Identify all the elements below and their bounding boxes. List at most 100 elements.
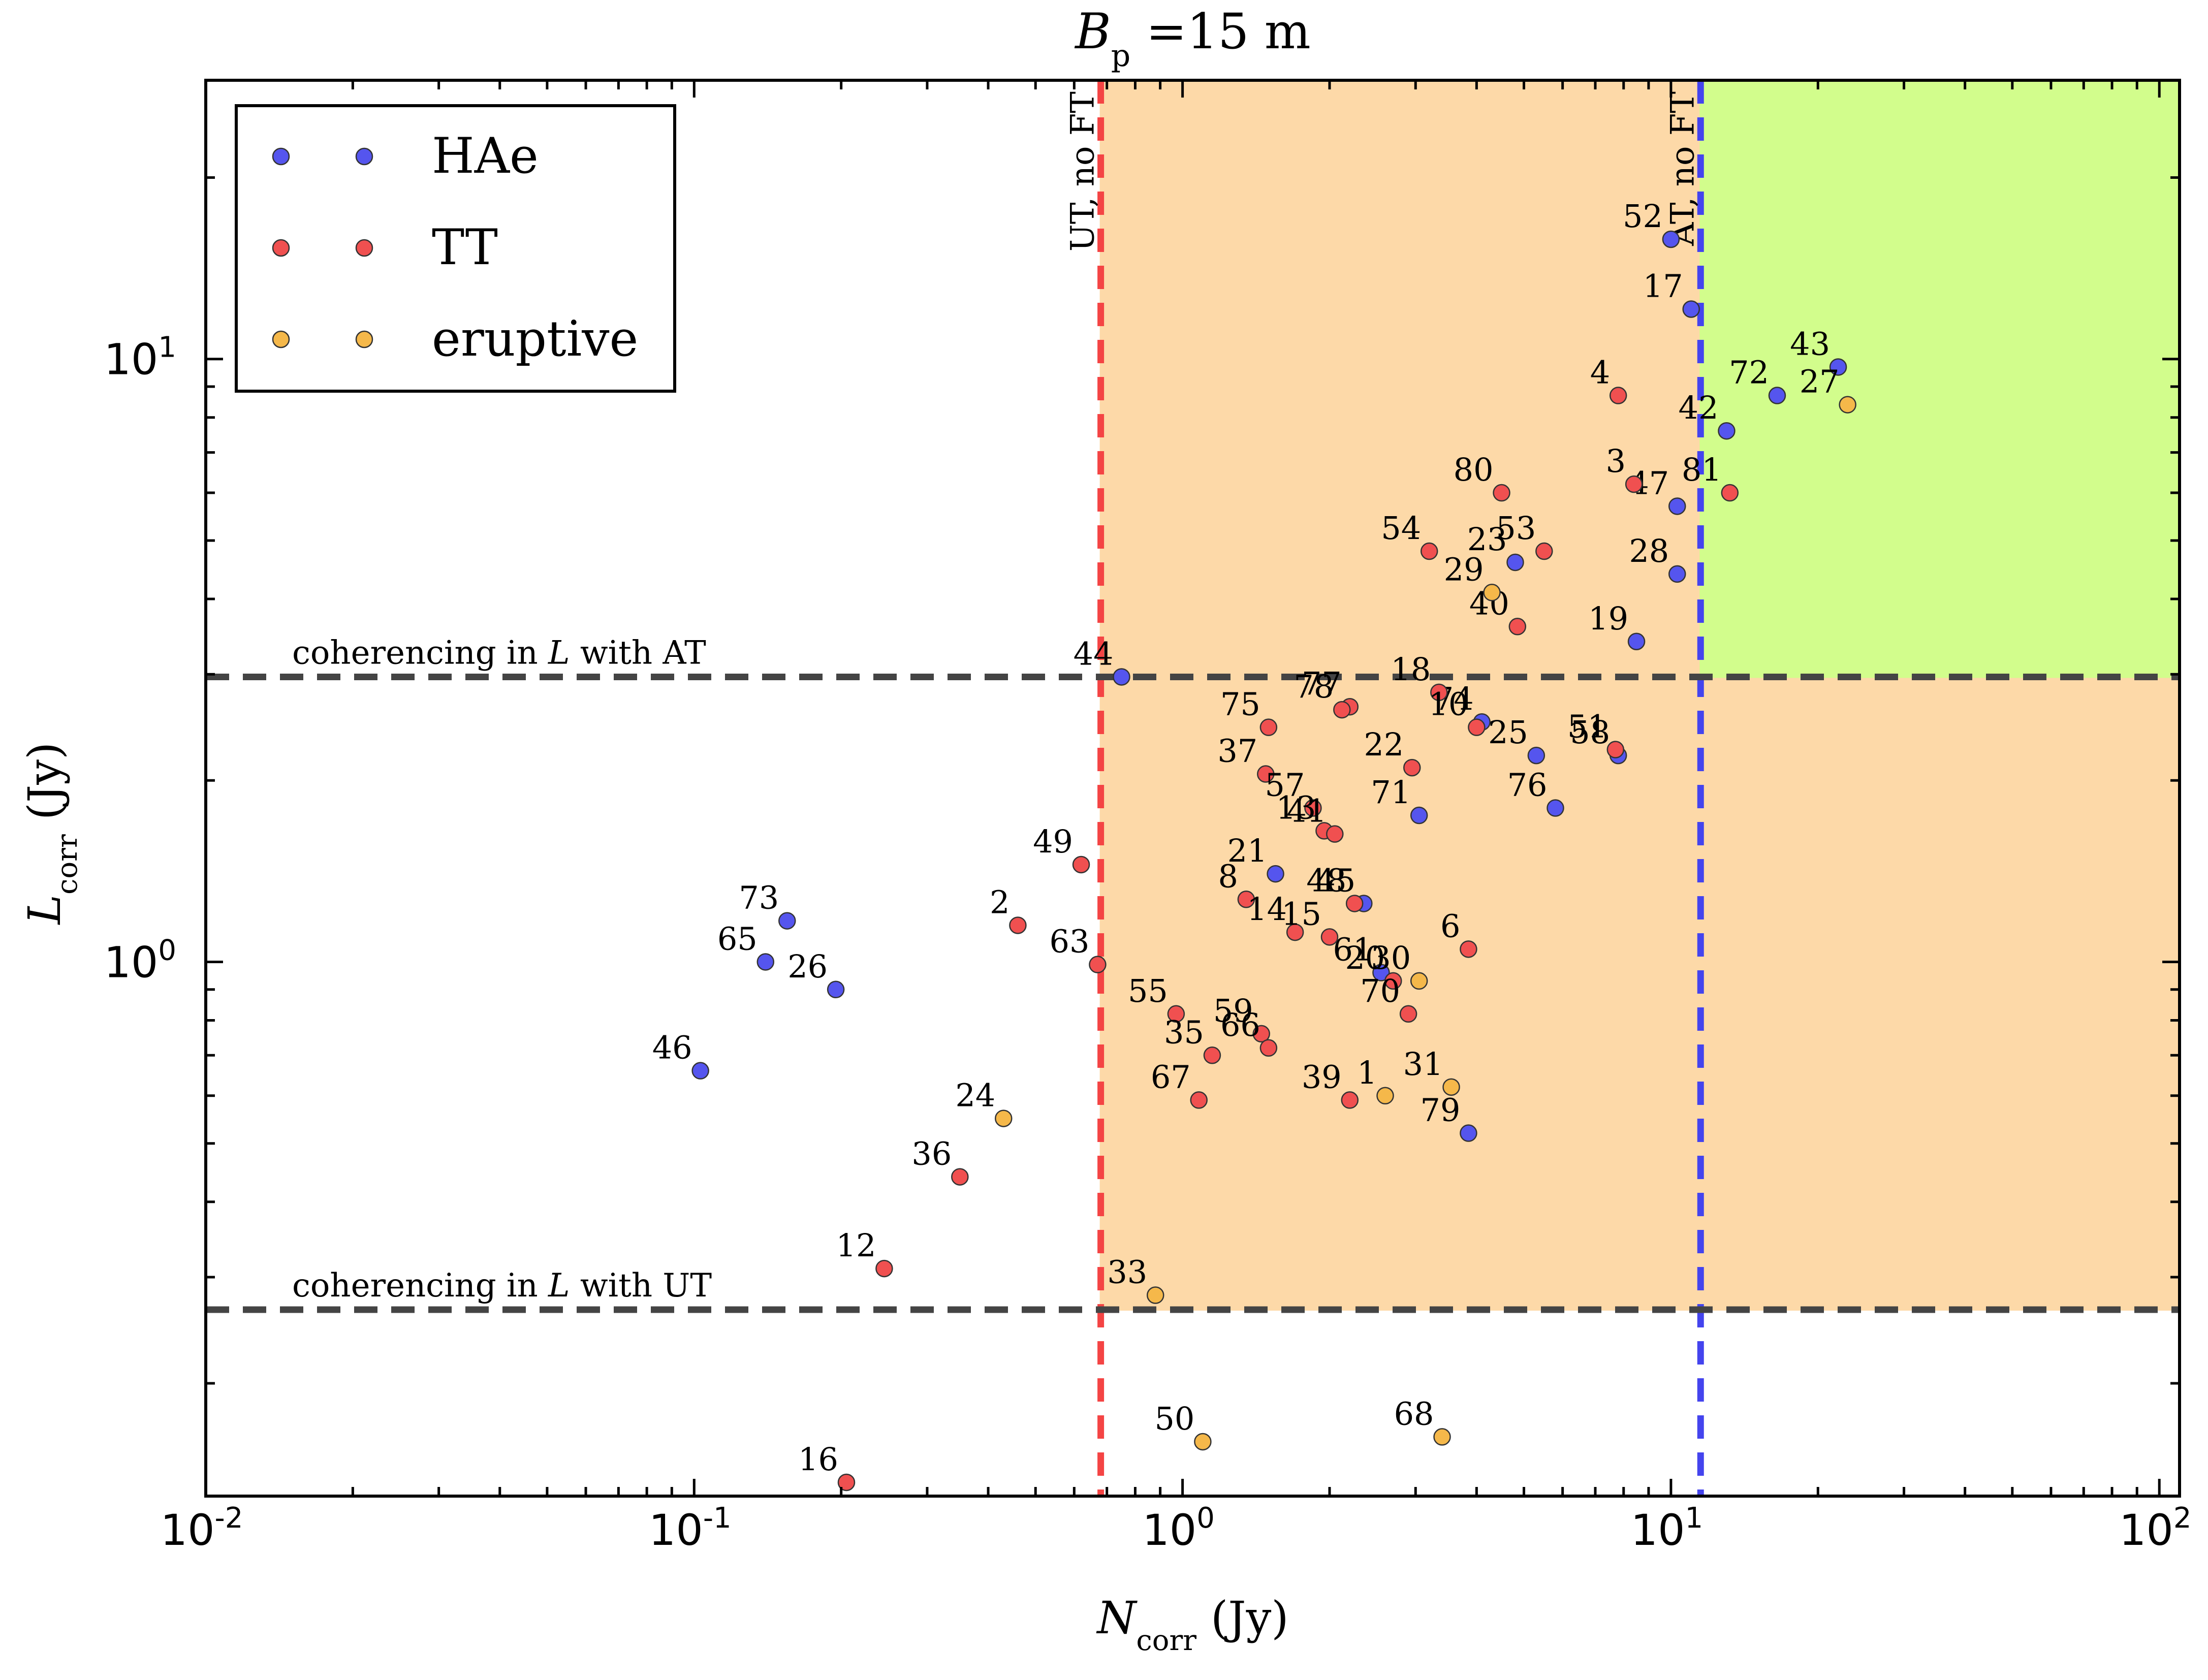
data-point-marker	[1113, 668, 1130, 686]
legend-marker	[355, 147, 373, 166]
chart-title: Bp =15 m	[1074, 3, 1311, 74]
data-point-marker	[1829, 358, 1847, 376]
data-point-marker	[1506, 553, 1524, 572]
data-point-marker	[1609, 387, 1627, 404]
data-point-marker	[1146, 1286, 1164, 1304]
data-point-label: 45	[1315, 862, 1355, 899]
data-point-marker	[1304, 799, 1322, 817]
data-point-label: 12	[836, 1227, 876, 1264]
data-point-55: 55	[1128, 972, 1185, 1023]
data-point-label: 35	[1164, 1013, 1204, 1051]
data-point-3: 3	[1606, 442, 1643, 493]
data-point-51: 51	[1567, 708, 1625, 758]
data-point-label: 33	[1107, 1254, 1147, 1291]
data-point-73: 73	[739, 879, 796, 930]
data-point-label: 28	[1629, 532, 1669, 569]
reference-line-label: coherencing in L with UT	[292, 1267, 712, 1305]
data-point-label: 41	[1286, 793, 1327, 830]
data-point-label: 20	[1345, 939, 1385, 976]
data-point-marker	[1252, 1025, 1270, 1043]
data-point-label: 75	[1220, 686, 1260, 723]
data-point-label: 78	[1294, 668, 1334, 705]
data-point-label: 24	[955, 1077, 995, 1114]
data-point-marker	[1682, 300, 1700, 318]
data-point-26: 26	[787, 948, 845, 999]
data-point-label: 8	[1218, 858, 1238, 895]
data-point-10: 10	[1428, 686, 1486, 736]
data-point-27: 27	[1800, 363, 1856, 414]
data-point-68: 68	[1394, 1395, 1451, 1446]
data-point-33: 33	[1107, 1254, 1164, 1304]
legend-marker	[272, 239, 290, 257]
data-point-marker	[1668, 497, 1686, 515]
data-point-label: 30	[1371, 939, 1411, 976]
data-point-42: 42	[1679, 389, 1736, 440]
reference-line-label: AT, no FT	[1664, 91, 1701, 246]
x-tick-label: 101	[1631, 1502, 1704, 1555]
reference-line-label: coherencing in L with AT	[292, 634, 706, 672]
data-point-marker	[1403, 758, 1421, 777]
data-point-marker	[756, 953, 775, 971]
data-point-label: 37	[1217, 733, 1257, 770]
legend-items: HAe TT eruptive	[272, 128, 638, 367]
data-point-label: 19	[1588, 600, 1628, 637]
data-point-label: 65	[717, 920, 758, 957]
data-point-marker	[1460, 940, 1477, 958]
x-tick-label: 10-2	[161, 1502, 243, 1555]
data-point-label: 26	[787, 948, 828, 985]
data-point-marker	[1372, 964, 1390, 981]
shaded-regions	[1099, 79, 2181, 1311]
data-point-label: 53	[1496, 510, 1536, 547]
data-point-37: 37	[1217, 733, 1275, 783]
data-point-13: 13	[1276, 789, 1333, 840]
data-point-label: 79	[1421, 1092, 1461, 1129]
data-point-marker	[1167, 1005, 1185, 1023]
data-point-label: 57	[1265, 767, 1305, 804]
legend-marker	[272, 147, 290, 166]
data-point-marker	[1460, 1124, 1477, 1142]
data-point-marker	[1721, 484, 1739, 502]
data-point-12: 12	[836, 1227, 893, 1278]
data-point-20: 20	[1345, 939, 1402, 990]
shaded-region-2	[1699, 79, 2181, 678]
data-point-70: 70	[1360, 972, 1417, 1023]
data-point-label: 77	[1302, 665, 1342, 702]
data-point-marker	[1508, 618, 1527, 636]
data-point-label: 59	[1213, 992, 1253, 1029]
data-point-label: 61	[1333, 931, 1373, 968]
data-point-label: 15	[1281, 895, 1321, 932]
data-point-label: 80	[1454, 451, 1494, 488]
data-point-29: 29	[1444, 551, 1501, 601]
y-axis-label: Lcorr (Jy)	[18, 742, 84, 926]
data-point-4: 4	[1590, 354, 1627, 404]
data-point-2: 2	[990, 883, 1027, 934]
data-point-marker	[1194, 1433, 1212, 1451]
data-point-label: 36	[911, 1135, 952, 1172]
data-point-label: 58	[1570, 714, 1610, 751]
data-point-marker	[1072, 855, 1090, 874]
data-point-label: 46	[652, 1029, 692, 1066]
data-point-78: 78	[1294, 668, 1351, 719]
reference-line-coherencing-in-l-with-at: coherencing in L with AT	[206, 634, 2180, 680]
data-point-61: 61	[1333, 931, 1390, 981]
legend: HAe TT eruptive	[235, 104, 676, 393]
data-point-label: 51	[1567, 708, 1607, 745]
data-point-marker	[1668, 565, 1686, 583]
data-point-label: 42	[1679, 389, 1719, 426]
data-point-label: 23	[1467, 521, 1507, 558]
data-point-66: 66	[1220, 1006, 1278, 1057]
data-point-marker	[1341, 1091, 1359, 1109]
data-point-label: 67	[1151, 1058, 1191, 1095]
x-tick-label: 102	[2119, 1502, 2192, 1555]
data-point-16: 16	[798, 1441, 856, 1492]
data-point-marker	[1547, 799, 1564, 817]
data-point-label: 48	[1306, 862, 1346, 899]
data-point-67: 67	[1151, 1058, 1208, 1109]
data-point-41: 41	[1286, 793, 1344, 843]
data-point-marker	[1483, 584, 1501, 601]
data-point-53: 53	[1496, 510, 1553, 560]
data-point-marker	[1190, 1091, 1208, 1109]
data-point-14: 14	[1247, 891, 1304, 941]
